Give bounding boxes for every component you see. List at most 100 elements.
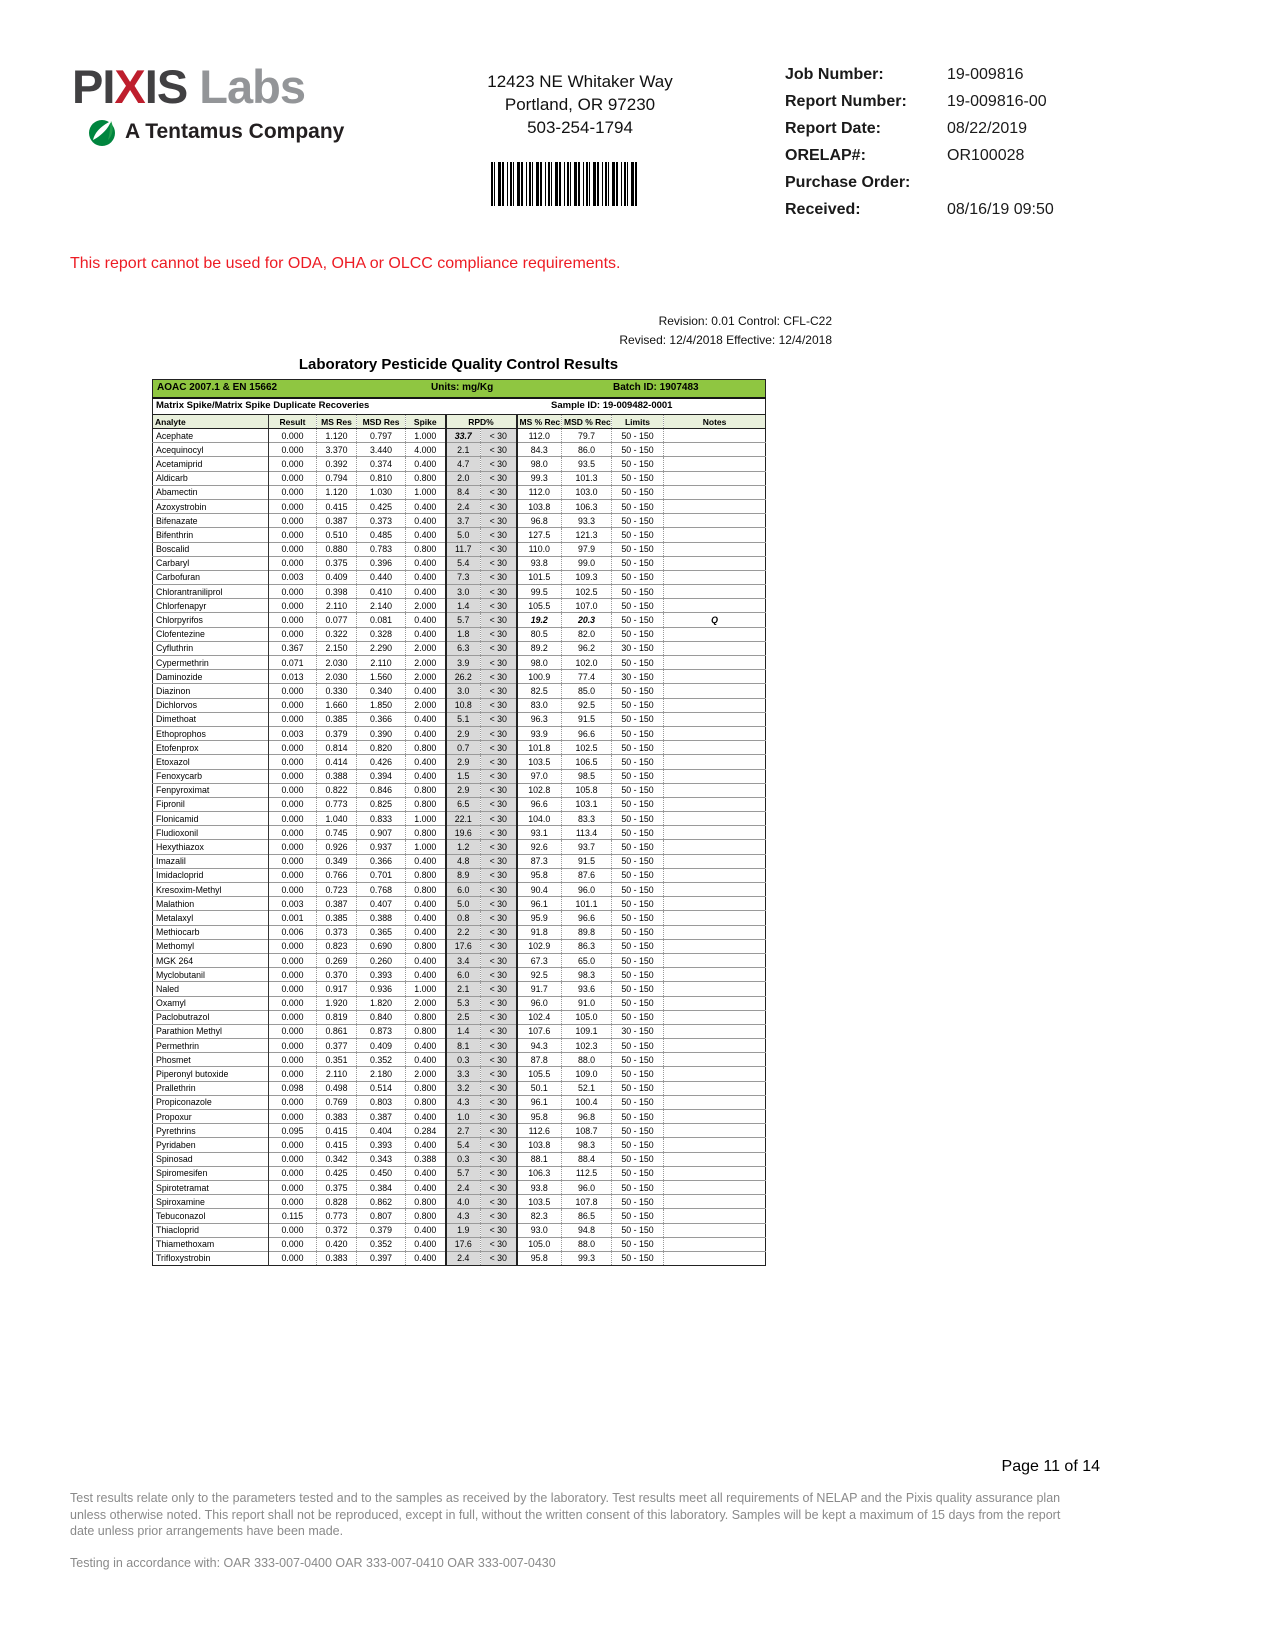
- cell: 0.000: [268, 839, 317, 855]
- cell: Bifenthrin: [152, 527, 269, 542]
- cell: 50 - 150: [611, 456, 664, 472]
- cell: 0.400: [405, 513, 446, 528]
- info-value: 08/22/2019: [947, 120, 1028, 137]
- cell: Clofentezine: [152, 626, 269, 642]
- cell: 4.0: [444, 1194, 481, 1209]
- cell: 26.2: [444, 669, 481, 684]
- cell: Flonicamid: [152, 811, 269, 826]
- cell: < 30: [480, 839, 518, 855]
- cell: < 30: [480, 754, 518, 769]
- cell: 8.1: [444, 1038, 481, 1053]
- table-row: Azoxystrobin 0.000 0.415 0.425 0.400 2.4 < 30 1…: [152, 498, 766, 514]
- info-label: Report Date:: [785, 120, 882, 137]
- cell: < 30: [480, 1250, 518, 1266]
- cell: 0.379: [356, 1222, 406, 1238]
- cell: 0.690: [356, 938, 406, 954]
- cell: 0.800: [405, 881, 446, 897]
- table-row: Pyridaben 0.000 0.415 0.393 0.400 5.4 < 30 103.…: [152, 1137, 766, 1153]
- cell: Malathion: [152, 896, 269, 911]
- cell: [662, 697, 766, 713]
- cell: Oxamyl: [152, 995, 269, 1011]
- table-row: Imazalil 0.000 0.349 0.366 0.400 4.8 < 30 87.3 9…: [152, 853, 766, 869]
- cell: [662, 1137, 766, 1153]
- cell: 106.5: [561, 754, 612, 769]
- cell: 50 - 150: [611, 796, 664, 812]
- cell: 4.7: [444, 456, 481, 472]
- cell: 0.375: [316, 1179, 357, 1195]
- cell: 93.8: [516, 1179, 562, 1195]
- cell: 52.1: [561, 1080, 612, 1096]
- cell: 0.400: [405, 1052, 446, 1067]
- table-row: Clofentezine 0.000 0.322 0.328 0.400 1.8 < 30 8…: [152, 626, 766, 642]
- table-row: Thiamethoxam 0.000 0.420 0.352 0.400 17.6 < 30…: [152, 1236, 766, 1252]
- cell: 0.000: [268, 811, 317, 826]
- cell: 0.400: [405, 527, 446, 542]
- cell: 98.3: [561, 1137, 612, 1153]
- cell: 108.7: [561, 1123, 612, 1138]
- cell: 0.936: [356, 981, 406, 996]
- section-bar: Matrix Spike/Matrix Spike Duplicate Reco…: [152, 398, 766, 415]
- cell: 0.000: [268, 1066, 317, 1082]
- cell: 5.3: [444, 995, 481, 1011]
- cell: 0.352: [356, 1052, 406, 1067]
- cell: 3.0: [444, 584, 481, 599]
- cell: 96.1: [516, 896, 562, 911]
- cell: 0.840: [356, 1009, 406, 1025]
- cell: < 30: [480, 1108, 518, 1124]
- cell: [662, 1108, 766, 1124]
- cell: 0.388: [405, 1151, 446, 1167]
- table-row: Oxamyl 0.000 1.920 1.820 2.000 5.3 < 30 96.0 91.…: [152, 995, 766, 1011]
- col-header-msd-res: MSD Res: [356, 414, 406, 429]
- cell: 0.8: [444, 910, 481, 926]
- cell: 5.0: [444, 527, 481, 542]
- cell: 50 - 150: [611, 1080, 664, 1096]
- cell: Fipronil: [152, 796, 269, 812]
- cell: 2.000: [405, 654, 446, 670]
- cell: 50 - 150: [611, 754, 664, 769]
- cell: 0.366: [356, 853, 406, 869]
- table-row: Trifloxystrobin 0.000 0.383 0.397 0.400 2.4 < …: [152, 1250, 766, 1266]
- cell: < 30: [480, 853, 518, 869]
- table-row: Flonicamid 0.000 1.040 0.833 1.000 22.1 < 30 10…: [152, 811, 766, 826]
- table-row: Paclobutrazol 0.000 0.819 0.840 0.800 2.5 < 30…: [152, 1009, 766, 1025]
- cell: 0.425: [356, 498, 406, 514]
- table-row: Chlorantraniliprol 0.000 0.398 0.410 0.400 3.…: [152, 584, 766, 599]
- cell: Aldicarb: [152, 470, 269, 486]
- cell: 87.6: [561, 867, 612, 883]
- table-row: Bifenthrin 0.000 0.510 0.485 0.400 5.0 < 30 127…: [152, 527, 766, 542]
- cell: 90.4: [516, 881, 562, 897]
- revision-line: Revised: 12/4/2018 Effective: 12/4/2018: [619, 333, 832, 347]
- cell: 0.800: [405, 825, 446, 840]
- cell: Propoxur: [152, 1108, 269, 1124]
- cell: < 30: [480, 952, 518, 968]
- cell: 102.3: [561, 1038, 612, 1053]
- cell: 0.807: [356, 1208, 406, 1223]
- cell: 0.400: [405, 1038, 446, 1053]
- table-row: Parathion Methyl 0.000 0.861 0.873 0.800 1.4 <…: [152, 1023, 766, 1039]
- cell: 33.7: [444, 427, 481, 443]
- cell: 112.6: [516, 1123, 562, 1138]
- info-value: 19-009816-00: [947, 93, 1047, 110]
- cell: 1.560: [356, 669, 406, 684]
- cell: 97.0: [516, 768, 562, 784]
- cell: 2.140: [356, 598, 406, 613]
- cell: Prallethrin: [152, 1080, 269, 1096]
- cell: 0.400: [405, 952, 446, 968]
- cell: 0.000: [268, 881, 317, 897]
- cell: 0.825: [356, 796, 406, 812]
- cell: 0.3: [444, 1151, 481, 1167]
- cell: < 30: [480, 924, 518, 940]
- cell: < 30: [480, 896, 518, 911]
- cell: 88.1: [516, 1151, 562, 1167]
- cell: < 30: [480, 1137, 518, 1153]
- cell: 0.907: [356, 825, 406, 840]
- cell: 98.5: [561, 768, 612, 784]
- cell: < 30: [480, 683, 518, 699]
- testing-accordance-line: Testing in accordance with: OAR 333-007-…: [70, 1556, 556, 1570]
- cell: 0.387: [316, 896, 357, 911]
- cell: < 30: [480, 981, 518, 996]
- cell: Acequinocyl: [152, 442, 269, 457]
- cell: < 30: [480, 427, 518, 443]
- cell: 0.340: [356, 683, 406, 699]
- cell: 0.000: [268, 1151, 317, 1167]
